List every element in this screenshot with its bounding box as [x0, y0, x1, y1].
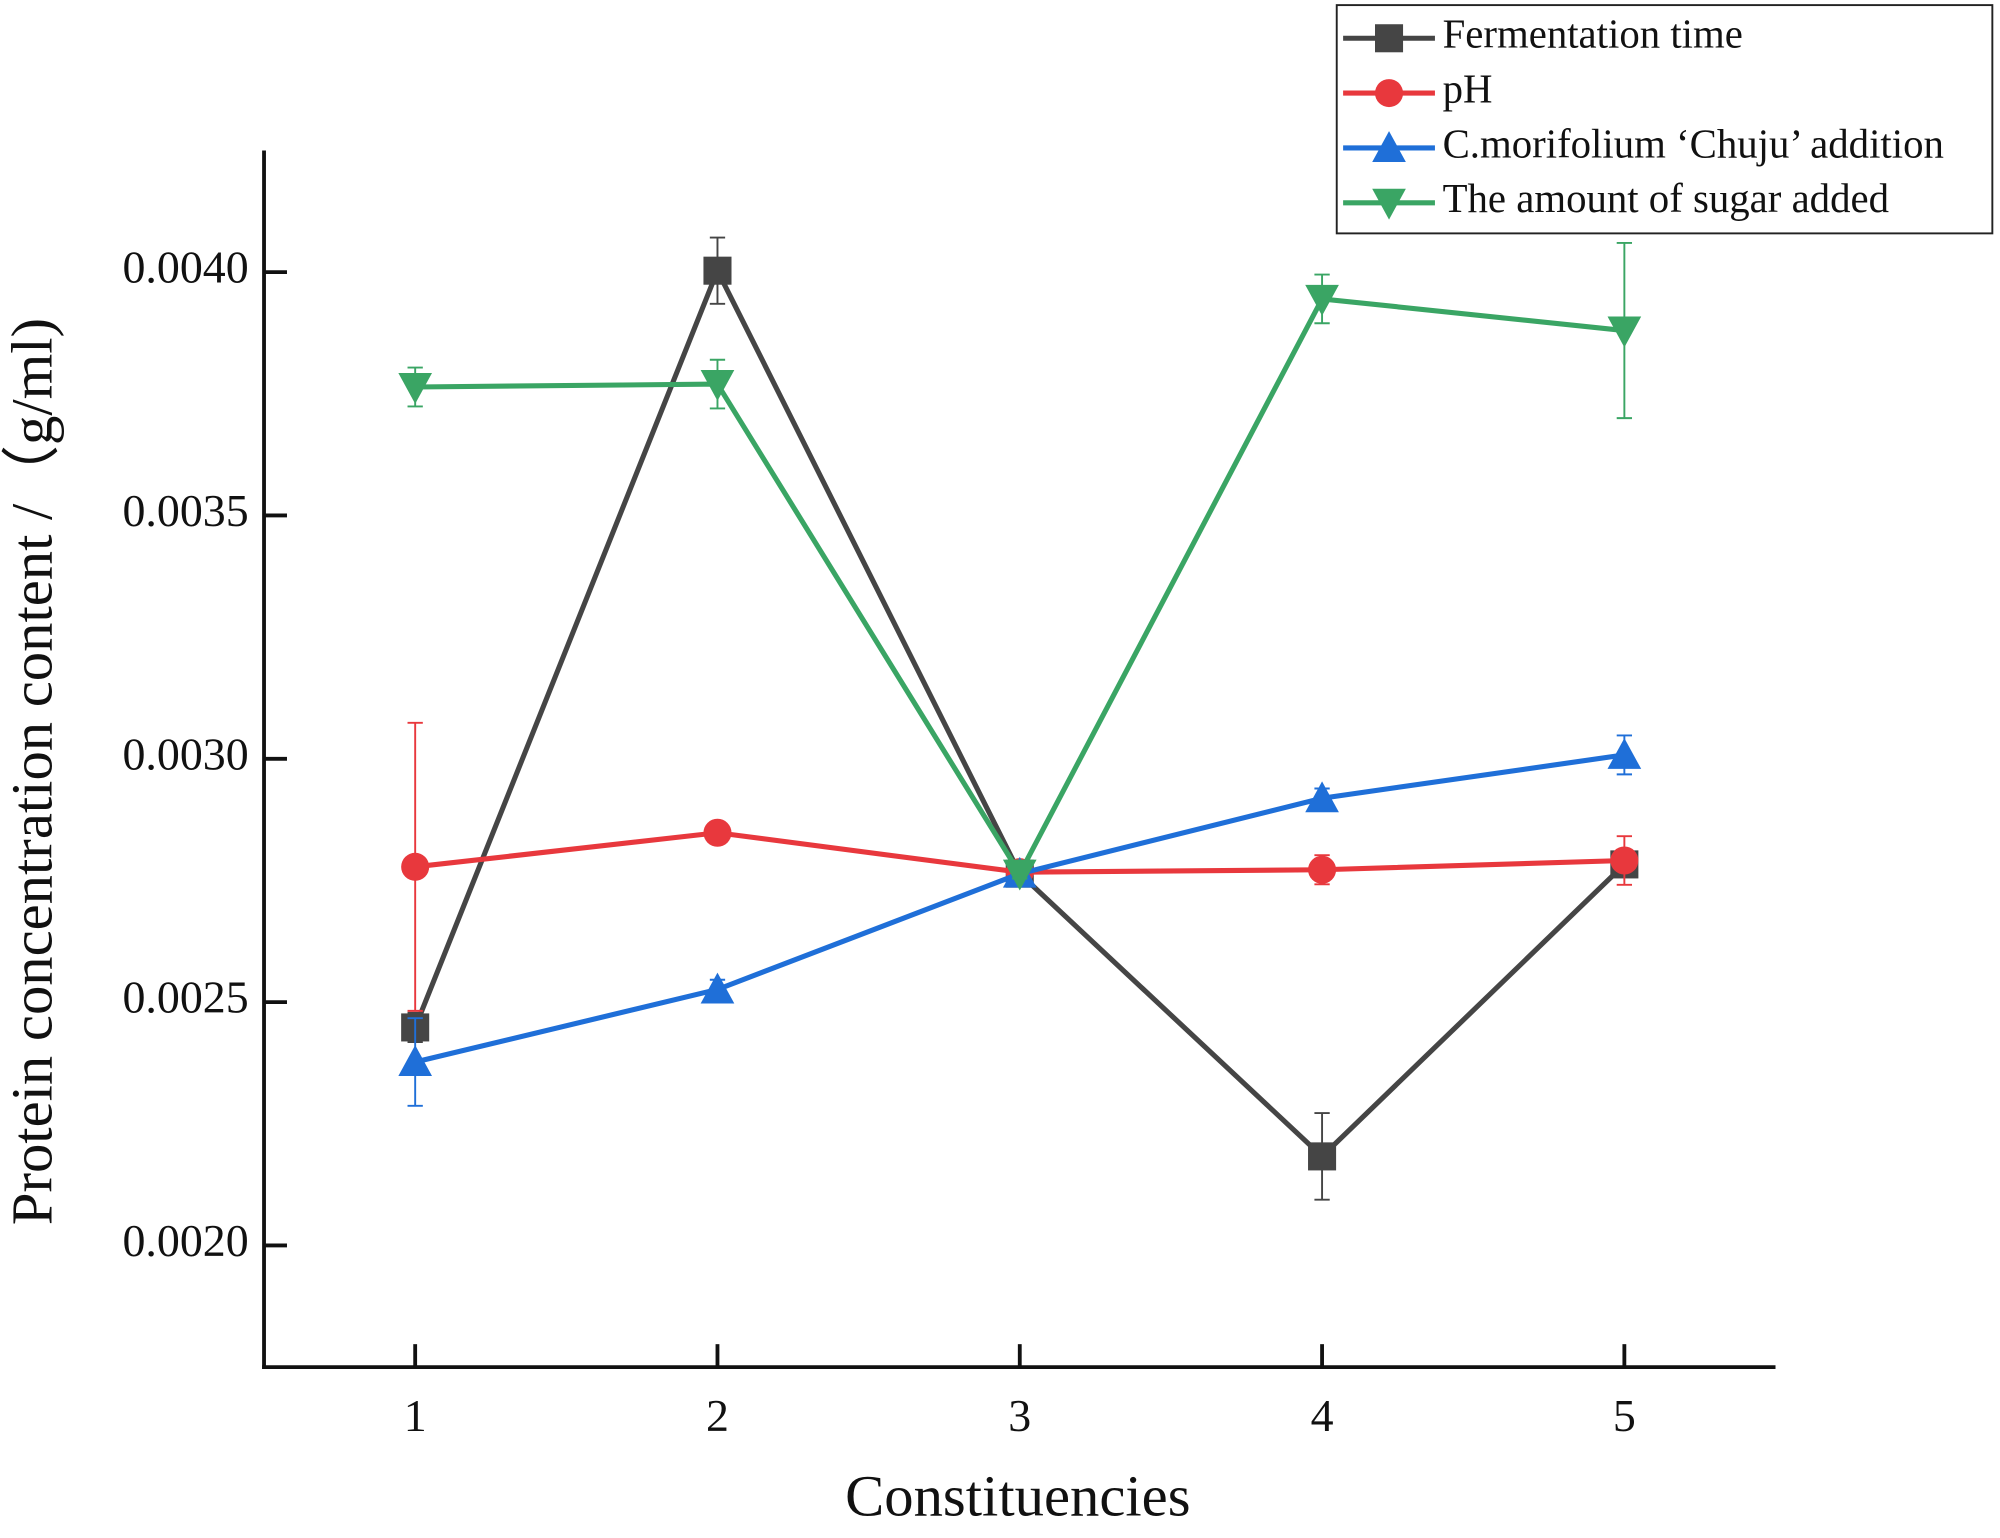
- legend-marker: [1375, 79, 1404, 108]
- series-line: [412, 264, 1627, 1160]
- y-tick-label: 0.0025: [122, 972, 248, 1023]
- legend-label: The amount of sugar added: [1443, 176, 1889, 221]
- x-tick-label: 2: [706, 1390, 729, 1441]
- y-axis-title: Protein concentration content /（g/ml): [0, 318, 65, 1225]
- x-axis-title: Constituencies: [845, 1464, 1190, 1529]
- series-line: [415, 296, 1625, 879]
- data-point: [700, 972, 735, 1004]
- legend-marker: [1372, 131, 1406, 162]
- data-point: [401, 852, 430, 881]
- legend-label: Fermentation time: [1443, 12, 1743, 57]
- data-point: [703, 256, 732, 285]
- data-point: [1305, 284, 1339, 316]
- x-tick-label: 4: [1311, 1390, 1334, 1441]
- data-point: [1305, 781, 1339, 813]
- data-point: [398, 1045, 433, 1077]
- data-point: [1002, 859, 1037, 891]
- data-point: [1607, 316, 1642, 348]
- legend-marker: [1375, 24, 1404, 53]
- data-point: [700, 370, 735, 401]
- y-tick-label: 0.0030: [122, 728, 248, 779]
- x-tick-label: 1: [404, 1390, 427, 1441]
- data-point: [398, 372, 433, 404]
- data-point: [1610, 846, 1639, 875]
- data-point: [703, 818, 732, 847]
- data-point: [1607, 738, 1642, 769]
- x-tick-label: 3: [1008, 1390, 1031, 1441]
- series-line: [414, 752, 1625, 1065]
- y-tick-label: 0.0040: [122, 242, 248, 293]
- legend-label: pH: [1443, 66, 1493, 111]
- legend-marker: [1372, 188, 1406, 220]
- y-tick-label: 0.0020: [122, 1215, 248, 1266]
- data-point: [1308, 1142, 1337, 1171]
- x-tick-label: 5: [1613, 1390, 1636, 1441]
- legend-box: [1335, 4, 1994, 235]
- data-point: [1308, 855, 1337, 884]
- y-tick-label: 0.0035: [122, 485, 248, 536]
- legend-label: C.morifolium ‘Chuju’ addition: [1443, 121, 1944, 166]
